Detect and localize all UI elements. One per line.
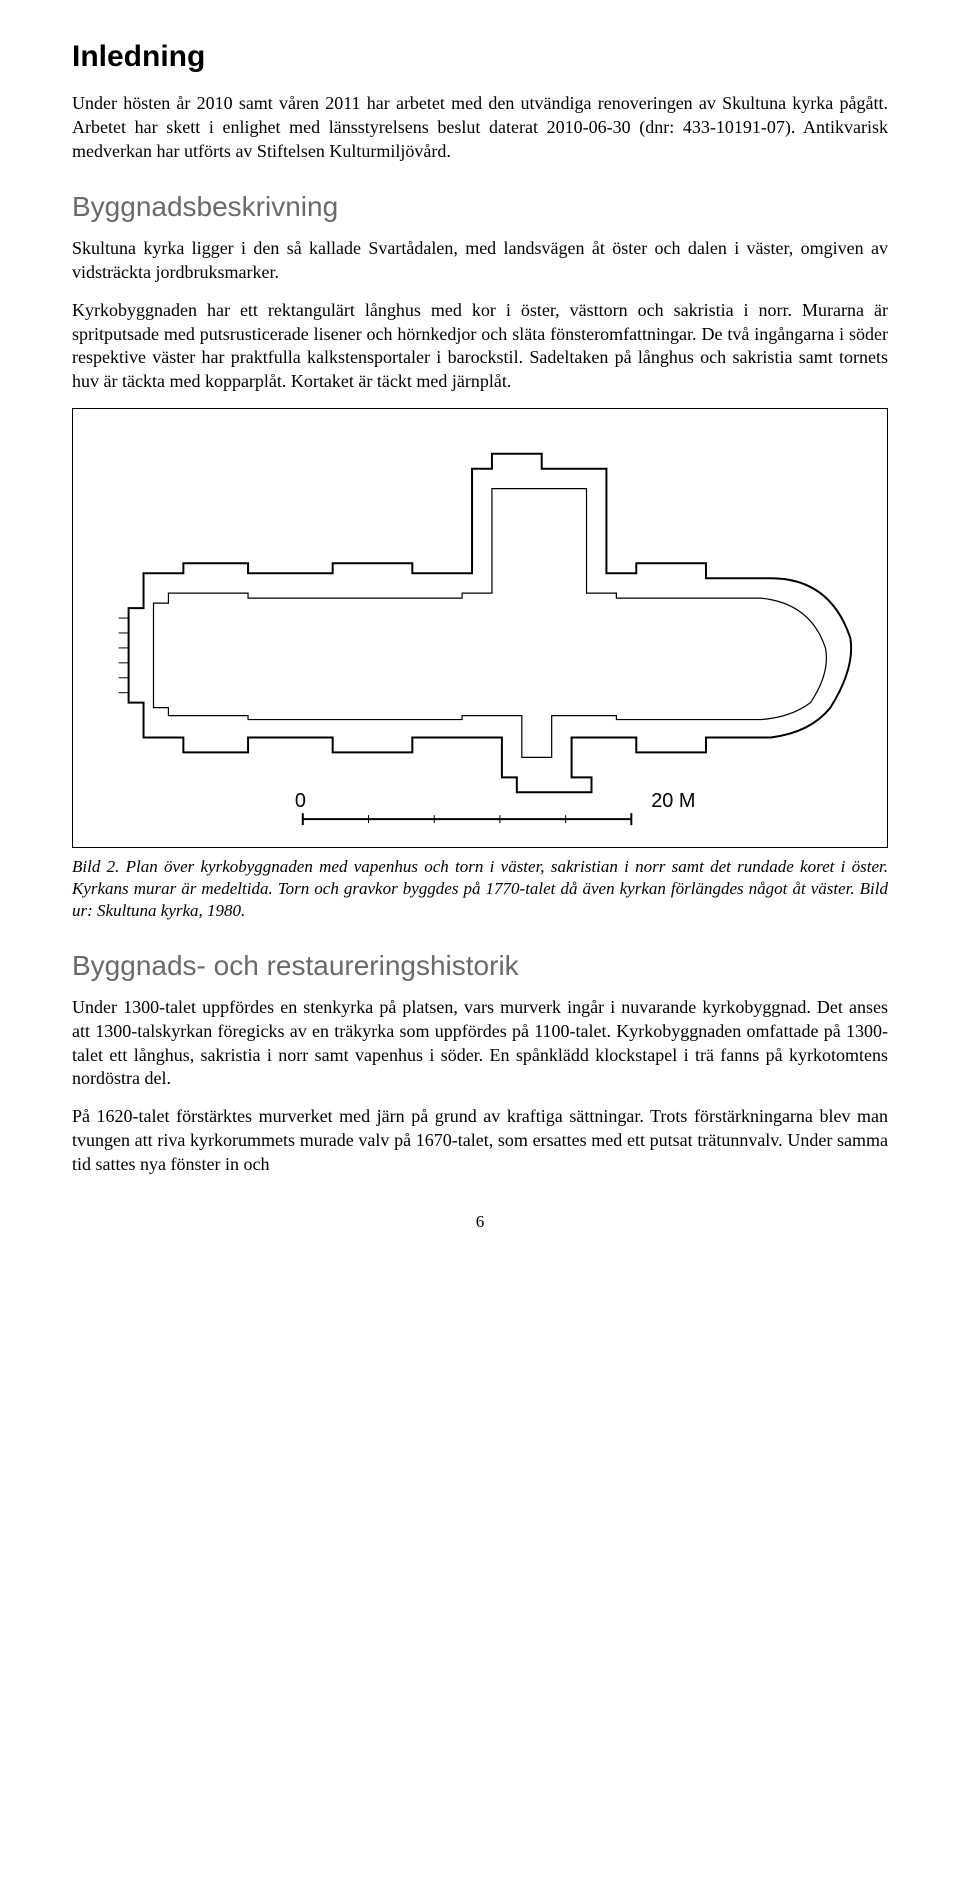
para-history-2: På 1620-talet förstärktes murverket med … <box>72 1105 888 1176</box>
figure-caption: Bild 2. Plan över kyrkobyggnaden med vap… <box>72 856 888 922</box>
page-number: 6 <box>72 1212 888 1232</box>
para-history-1: Under 1300-talet uppfördes en stenkyrka … <box>72 996 888 1091</box>
scale-zero: 0 <box>295 790 306 812</box>
heading-byggnadsbeskrivning: Byggnadsbeskrivning <box>72 191 888 223</box>
church-plan-svg: 0 20 M <box>73 409 887 847</box>
para-location: Skultuna kyrka ligger i den så kallade S… <box>72 237 888 285</box>
para-building-desc: Kyrkobyggnaden har ett rektangulärt lång… <box>72 299 888 394</box>
heading-inledning: Inledning <box>72 40 888 74</box>
figure-plan: 0 20 M <box>72 408 888 848</box>
scale-20m: 20 M <box>651 790 695 812</box>
heading-historik: Byggnads- och restaureringshistorik <box>72 950 888 982</box>
intro-paragraph: Under hösten år 2010 samt våren 2011 har… <box>72 92 888 163</box>
